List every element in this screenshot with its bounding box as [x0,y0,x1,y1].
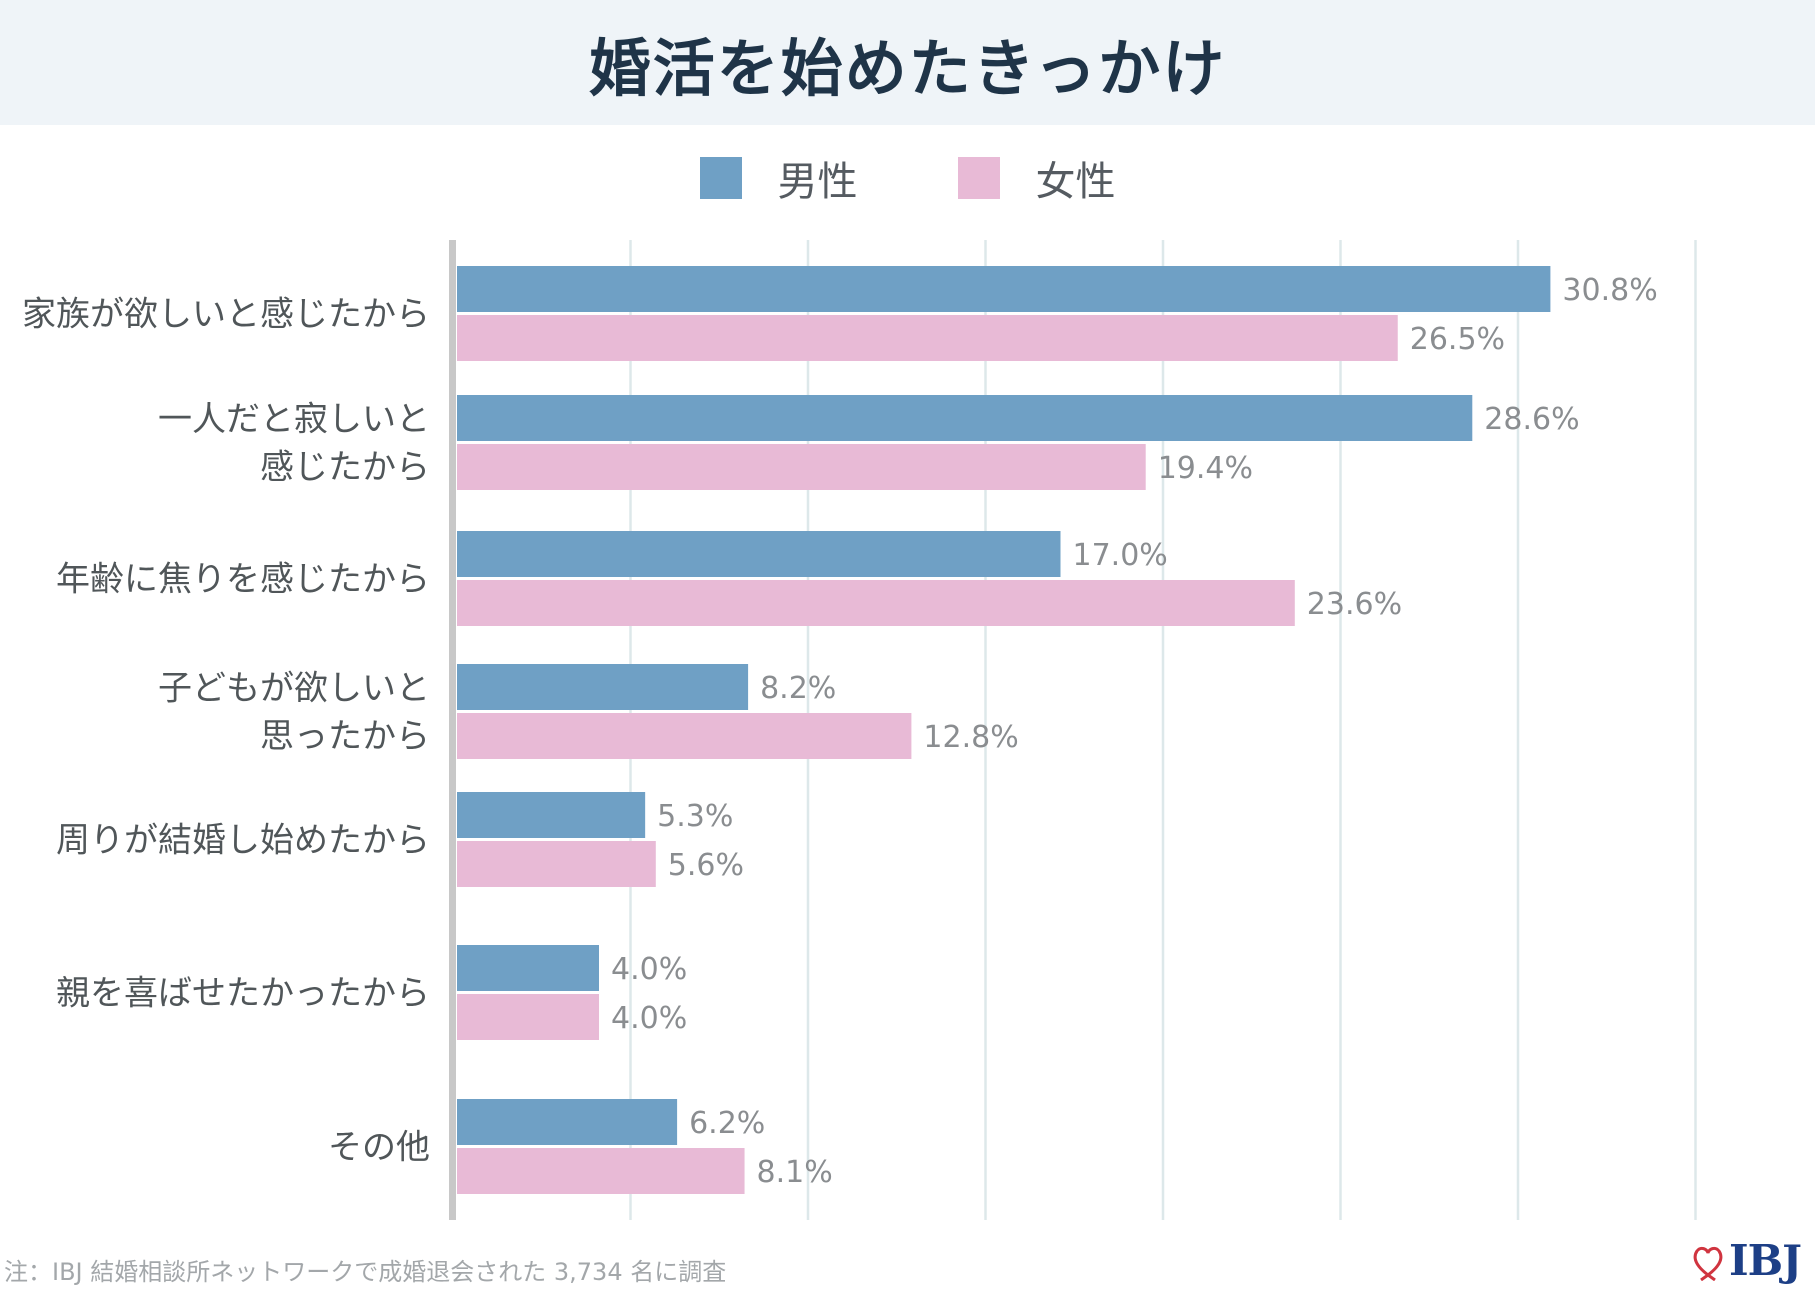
bar-male [457,531,1061,577]
legend-label-female: 女性 [1035,159,1116,205]
value-label: 5.3% [657,799,733,834]
value-label: 19.4% [1158,451,1253,486]
value-label: 23.6% [1307,587,1402,622]
value-label: 8.2% [760,671,836,706]
bar-male [457,1099,678,1145]
bar-male [457,266,1551,312]
legend-item-female: 女性 [957,149,1116,207]
category-label: 子どもが欲しいと [158,669,430,709]
bar-female [457,841,656,887]
value-label: 4.0% [611,952,687,987]
category-label: 親を喜ばせたかったから [56,974,430,1014]
legend-item-male: 男性 [699,149,858,207]
bar-female [457,444,1146,490]
ibj-logo: IBJ [1691,1236,1802,1285]
category-label: 感じたから [260,448,430,488]
bar-female [457,713,912,759]
legend-swatch-female [957,157,1000,199]
logo-text: IBJ [1728,1236,1802,1285]
value-label: 5.6% [668,848,744,883]
bar-male [457,395,1473,441]
category-label: その他 [328,1128,430,1168]
value-label: 26.5% [1410,322,1505,357]
bar-male [457,945,599,991]
value-label: 30.8% [1562,273,1657,308]
chart-title: 婚活を始めたきっかけ [588,31,1227,105]
bar-male [457,792,646,838]
value-label: 6.2% [689,1106,765,1141]
value-label: 4.0% [611,1001,687,1036]
bar-female [457,994,599,1040]
category-label: 一人だと寂しいと [158,400,430,440]
category-label: 年齢に焦りを感じたから [56,560,430,600]
title-band: 婚活を始めたきっかけ [0,0,1815,125]
category-label: 思ったから [260,717,430,757]
value-label: 17.0% [1073,538,1168,573]
legend-swatch-male [699,157,742,199]
bar-male [457,664,749,710]
legend: 男性 女性 [0,149,1815,207]
value-label: 12.8% [923,720,1018,755]
heart-icon [1693,1246,1723,1281]
value-label: 28.6% [1484,402,1579,437]
y-axis-line [449,240,456,1220]
footnote: 注：IBJ 結婚相談所ネットワークで成婚退会された 3,734 名に調査 [4,1258,727,1286]
category-label: 家族が欲しいと感じたから [22,295,430,335]
legend-label-male: 男性 [777,159,858,205]
bar-female [457,580,1295,626]
bar-female [457,315,1398,361]
bar-female [457,1148,745,1194]
value-label: 8.1% [757,1155,833,1190]
category-label: 周りが結婚し始めたから [56,821,430,861]
